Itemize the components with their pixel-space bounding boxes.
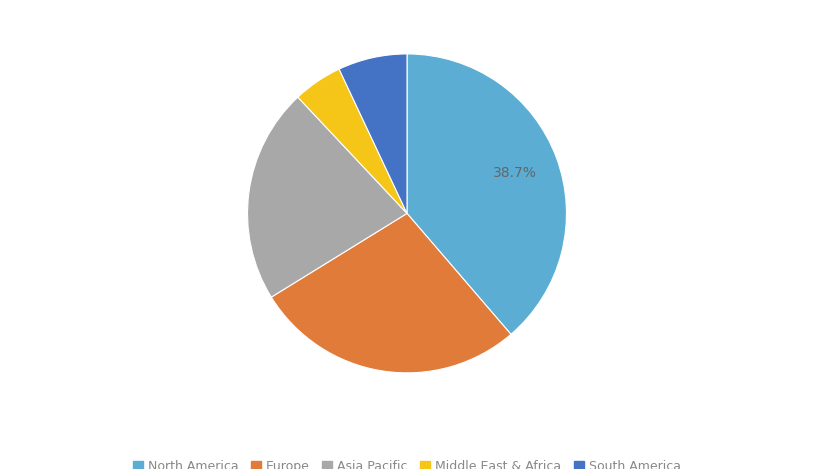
Legend: North America, Europe, Asia Pacific, Middle East & Africa, South America: North America, Europe, Asia Pacific, Mid… — [128, 455, 686, 469]
Wedge shape — [339, 54, 407, 213]
Wedge shape — [407, 54, 567, 334]
Wedge shape — [298, 69, 407, 213]
Wedge shape — [271, 213, 511, 373]
Text: 38.7%: 38.7% — [492, 166, 536, 181]
Wedge shape — [247, 97, 407, 297]
